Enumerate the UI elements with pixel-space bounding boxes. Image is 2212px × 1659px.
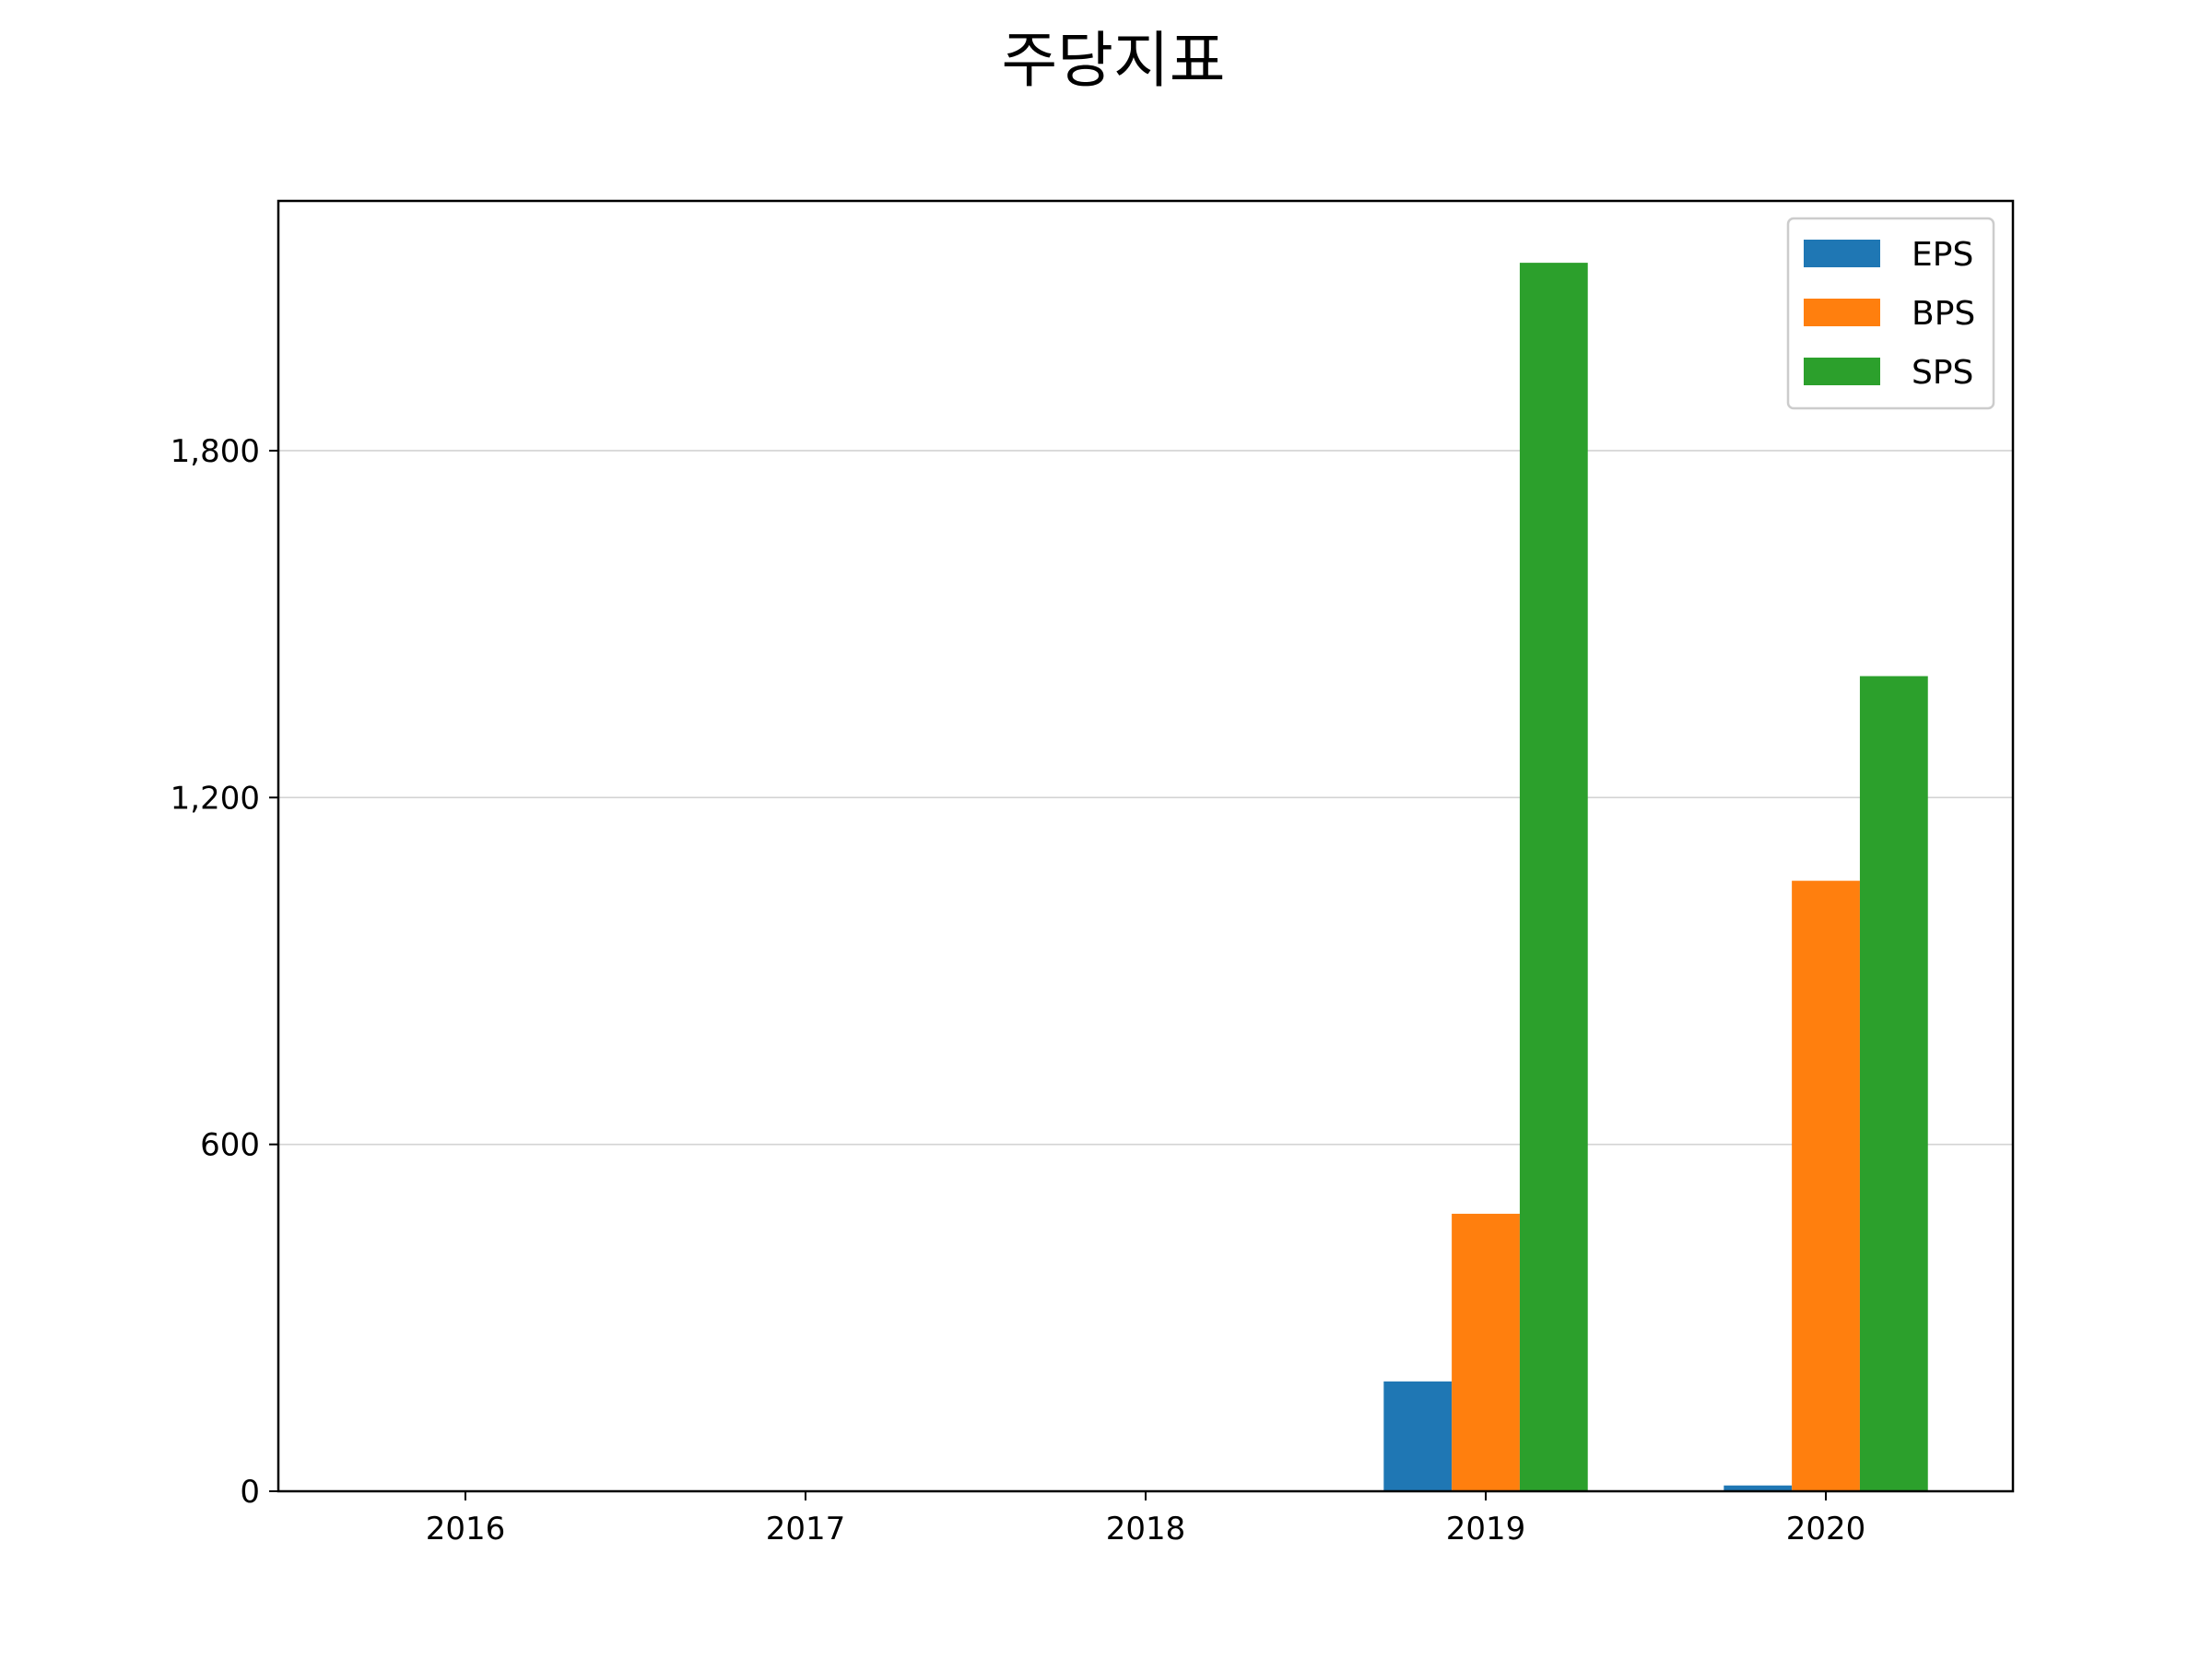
bar-bps-2020 [1792,880,1860,1491]
legend-swatch-sps [1804,358,1880,385]
legend-label-eps: EPS [1912,236,1973,274]
legend-swatch-bps [1804,299,1880,326]
bar-sps-2019 [1519,263,1588,1491]
grid-lines [278,450,2013,1146]
bar-eps-2019 [1383,1381,1453,1491]
legend-label-sps: SPS [1912,354,1973,392]
y-tick-label: 1,800 [171,433,260,470]
y-tick-label: 0 [240,1474,260,1511]
legend-label-bps: BPS [1912,295,1975,333]
bar-sps-2020 [1859,676,1928,1491]
x-tick-label: 2018 [1106,1511,1186,1547]
x-tick-label: 2016 [426,1511,506,1547]
bar-eps-2020 [1724,1485,1793,1491]
x-tick-label: 2019 [1446,1511,1526,1547]
y-tick-label: 1,200 [171,780,260,817]
bar-bps-2019 [1452,1213,1520,1491]
legend: EPS BPS SPS [1786,217,1995,410]
legend-swatch-eps [1804,240,1880,267]
x-tick-label: 2017 [766,1511,846,1547]
y-tick-label: 600 [200,1127,260,1164]
bars [1383,263,1928,1491]
y-axis: 0 600 1,200 1,800 [171,433,278,1511]
x-axis: 2016 2017 2018 2019 2020 [426,1491,1866,1547]
x-tick-label: 2020 [1786,1511,1866,1547]
chart-title: 주당지표 [1002,25,1226,96]
